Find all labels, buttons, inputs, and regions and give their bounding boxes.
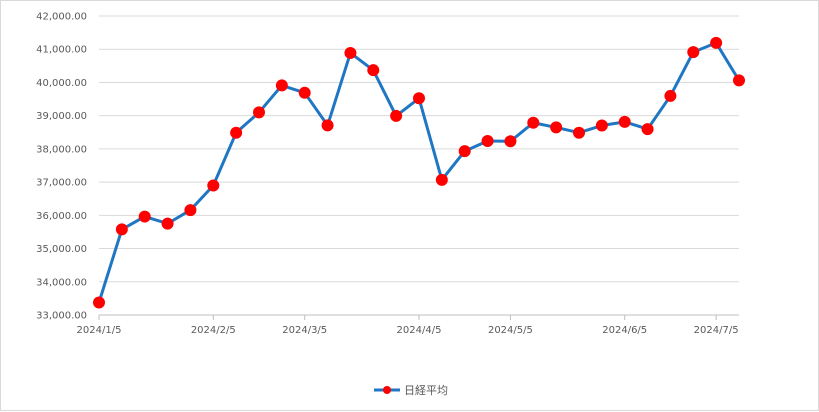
- y-tick-label: 35,000.00: [36, 244, 87, 255]
- data-point[interactable]: [207, 179, 220, 192]
- data-point[interactable]: [161, 217, 174, 230]
- data-point[interactable]: [595, 119, 608, 132]
- y-tick-label: 38,000.00: [36, 144, 87, 155]
- x-tick-label: 2024/4/5: [397, 325, 442, 336]
- data-point[interactable]: [504, 135, 517, 148]
- data-point[interactable]: [733, 74, 745, 87]
- y-tick-label: 40,000.00: [36, 78, 87, 89]
- y-axis-tick-labels: 42,000.00 41,000.00 40,000.00 39,000.00 38,0…: [36, 12, 87, 322]
- x-tick-label: 2024/2/5: [191, 325, 236, 336]
- x-axis-tick-labels: 2024/1/5 2024/2/5 2024/3/5 2024/4/5 2024/5/5…: [77, 325, 739, 336]
- gridlines: [99, 15, 739, 283]
- data-point[interactable]: [367, 64, 380, 77]
- data-point[interactable]: [184, 204, 197, 217]
- data-point[interactable]: [344, 46, 357, 59]
- y-tick-label: 42,000.00: [36, 12, 87, 23]
- data-point[interactable]: [390, 109, 403, 122]
- data-point[interactable]: [527, 116, 540, 129]
- x-tick-label: 2024/1/5: [77, 325, 122, 336]
- data-point[interactable]: [230, 126, 243, 139]
- data-point[interactable]: [93, 296, 105, 309]
- data-point[interactable]: [573, 126, 585, 139]
- legend-marker-swatch: [383, 386, 391, 394]
- data-point[interactable]: [710, 36, 723, 49]
- y-tick-label: 36,000.00: [36, 211, 87, 222]
- y-tick-label: 41,000.00: [36, 45, 87, 56]
- data-point[interactable]: [618, 115, 631, 128]
- x-tick-label: 2024/3/5: [282, 325, 327, 336]
- data-point[interactable]: [115, 223, 128, 236]
- data-point[interactable]: [138, 210, 151, 223]
- data-point[interactable]: [435, 173, 448, 186]
- x-tick-label: 2024/6/5: [602, 325, 647, 336]
- x-tick-label: 2024/7/5: [694, 325, 739, 336]
- data-point[interactable]: [550, 121, 563, 134]
- data-point[interactable]: [253, 106, 265, 119]
- data-point[interactable]: [321, 119, 334, 132]
- y-tick-label: 33,000.00: [36, 311, 87, 322]
- data-point[interactable]: [298, 86, 311, 99]
- y-tick-label: 37,000.00: [36, 178, 87, 189]
- y-tick-label: 39,000.00: [36, 111, 87, 122]
- legend[interactable]: 日経平均: [374, 384, 448, 397]
- series-nikkei: [93, 36, 745, 309]
- data-point[interactable]: [687, 46, 700, 59]
- data-point[interactable]: [413, 92, 425, 105]
- legend-label-nikkei: 日経平均: [404, 384, 448, 397]
- x-axis: [98, 314, 739, 320]
- data-point[interactable]: [275, 79, 288, 92]
- data-point[interactable]: [664, 89, 677, 102]
- x-tick-label: 2024/5/5: [488, 325, 533, 336]
- series-line: [97, 41, 741, 303]
- data-point[interactable]: [458, 145, 471, 158]
- data-point[interactable]: [481, 135, 494, 148]
- data-point[interactable]: [641, 123, 654, 136]
- y-tick-label: 34,000.00: [36, 277, 87, 288]
